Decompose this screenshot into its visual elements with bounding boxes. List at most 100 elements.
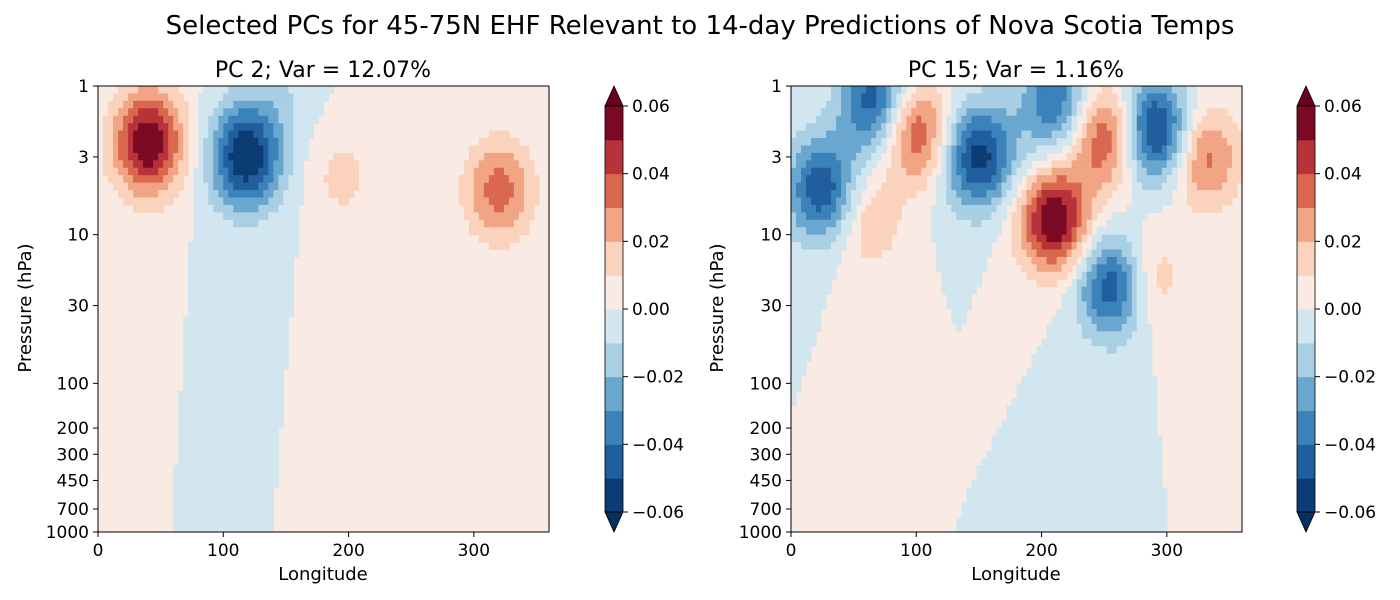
heatmap-cell <box>956 271 962 280</box>
heatmap-cell <box>856 167 862 176</box>
heatmap-cell <box>218 294 224 303</box>
heatmap-cell <box>916 160 922 169</box>
heatmap-cell <box>268 331 274 340</box>
heatmap-cell <box>1201 130 1208 139</box>
heatmap-cell <box>791 115 797 124</box>
heatmap-cell <box>856 138 862 147</box>
heatmap-cell <box>1086 375 1093 384</box>
heatmap-cell <box>268 494 274 503</box>
heatmap-cell <box>811 234 817 243</box>
heatmap-cell <box>951 100 957 109</box>
heatmap-cell <box>1166 271 1173 280</box>
heatmap-cell <box>503 197 510 206</box>
heatmap-cell <box>856 175 862 184</box>
heatmap-cell <box>183 167 189 176</box>
heatmap-cell <box>268 108 274 117</box>
heatmap-cell <box>981 249 988 258</box>
heatmap-cell <box>1071 420 1078 429</box>
panel-title: PC 2; Var = 12.07% <box>215 58 431 83</box>
heatmap-cell <box>1146 145 1153 154</box>
heatmap-cell <box>976 212 983 221</box>
heatmap-cell <box>1076 100 1083 109</box>
heatmap-cell <box>203 413 209 422</box>
heatmap-cell <box>1046 509 1053 518</box>
heatmap-cell <box>1001 487 1008 496</box>
heatmap-cell <box>1026 160 1033 169</box>
heatmap-cell <box>856 100 862 109</box>
heatmap-cell <box>1081 457 1088 466</box>
heatmap-cell <box>1156 487 1163 496</box>
heatmap-cell <box>303 138 310 147</box>
heatmap-cell <box>1016 234 1023 243</box>
heatmap-cell <box>283 279 290 288</box>
heatmap-cell <box>198 100 204 109</box>
heatmap-cell <box>178 167 184 176</box>
heatmap-cell <box>891 227 897 236</box>
heatmap-cell <box>278 152 285 161</box>
heatmap-cell <box>956 234 962 243</box>
heatmap-cell <box>1101 353 1108 362</box>
heatmap-cell <box>1041 234 1048 243</box>
heatmap-cell <box>1116 212 1123 221</box>
heatmap-cell <box>1136 390 1143 399</box>
heatmap-cell <box>801 234 807 243</box>
heatmap-cell <box>203 509 209 518</box>
heatmap-cell <box>831 242 837 251</box>
heatmap-cell <box>991 86 998 95</box>
heatmap-cell <box>956 309 962 318</box>
heatmap-cell <box>1141 316 1148 325</box>
heatmap-cell <box>148 190 154 199</box>
heatmap-cell <box>1111 242 1118 251</box>
heatmap-cell <box>1016 457 1023 466</box>
heatmap-cell <box>976 175 983 184</box>
heatmap-cell <box>223 331 229 340</box>
heatmap-cell <box>178 130 184 139</box>
heatmap-cell <box>1111 479 1118 488</box>
heatmap-cell <box>1111 264 1118 273</box>
heatmap-cell <box>258 457 264 466</box>
heatmap-cell <box>961 100 967 109</box>
heatmap-cell <box>1091 249 1098 258</box>
heatmap-cell <box>223 175 229 184</box>
heatmap-cell <box>1061 479 1068 488</box>
heatmap-cell <box>1101 279 1108 288</box>
heatmap-cell <box>243 301 249 310</box>
heatmap-cell <box>1011 175 1018 184</box>
heatmap-cell <box>218 286 224 295</box>
heatmap-cell <box>831 264 837 273</box>
heatmap-cell <box>1151 182 1158 191</box>
heatmap-cell <box>293 152 300 161</box>
heatmap-cell <box>1051 353 1058 362</box>
colorbar-bin <box>605 207 623 242</box>
heatmap-cell <box>133 160 139 169</box>
heatmap-cell <box>871 108 877 117</box>
heatmap-cell <box>1021 375 1028 384</box>
heatmap-cell <box>996 167 1003 176</box>
heatmap-cell <box>836 145 842 154</box>
heatmap-cell <box>891 160 897 169</box>
heatmap-cell <box>178 405 184 414</box>
heatmap-cell <box>253 427 259 436</box>
heatmap-cell <box>1111 212 1118 221</box>
heatmap-cell <box>1061 375 1068 384</box>
heatmap-cell <box>198 212 204 221</box>
heatmap-cell <box>1051 494 1058 503</box>
heatmap-cell <box>801 242 807 251</box>
heatmap-cell <box>228 93 234 102</box>
heatmap-cell <box>1096 524 1103 533</box>
heatmap-cell <box>188 271 194 280</box>
heatmap-cell <box>871 86 877 95</box>
heatmap-cell <box>198 145 204 154</box>
heatmap-cell <box>1221 152 1228 161</box>
heatmap-cell <box>183 487 189 496</box>
heatmap-cell <box>188 346 194 355</box>
heatmap-cell <box>173 86 179 95</box>
heatmap-cell <box>1076 398 1083 407</box>
heatmap-cell <box>971 182 978 191</box>
heatmap-cell <box>293 190 300 199</box>
heatmap-cell <box>128 160 134 169</box>
heatmap-cell <box>223 249 229 258</box>
heatmap-cell <box>203 286 209 295</box>
heatmap-cell <box>1086 279 1093 288</box>
heatmap-cell <box>273 152 279 161</box>
